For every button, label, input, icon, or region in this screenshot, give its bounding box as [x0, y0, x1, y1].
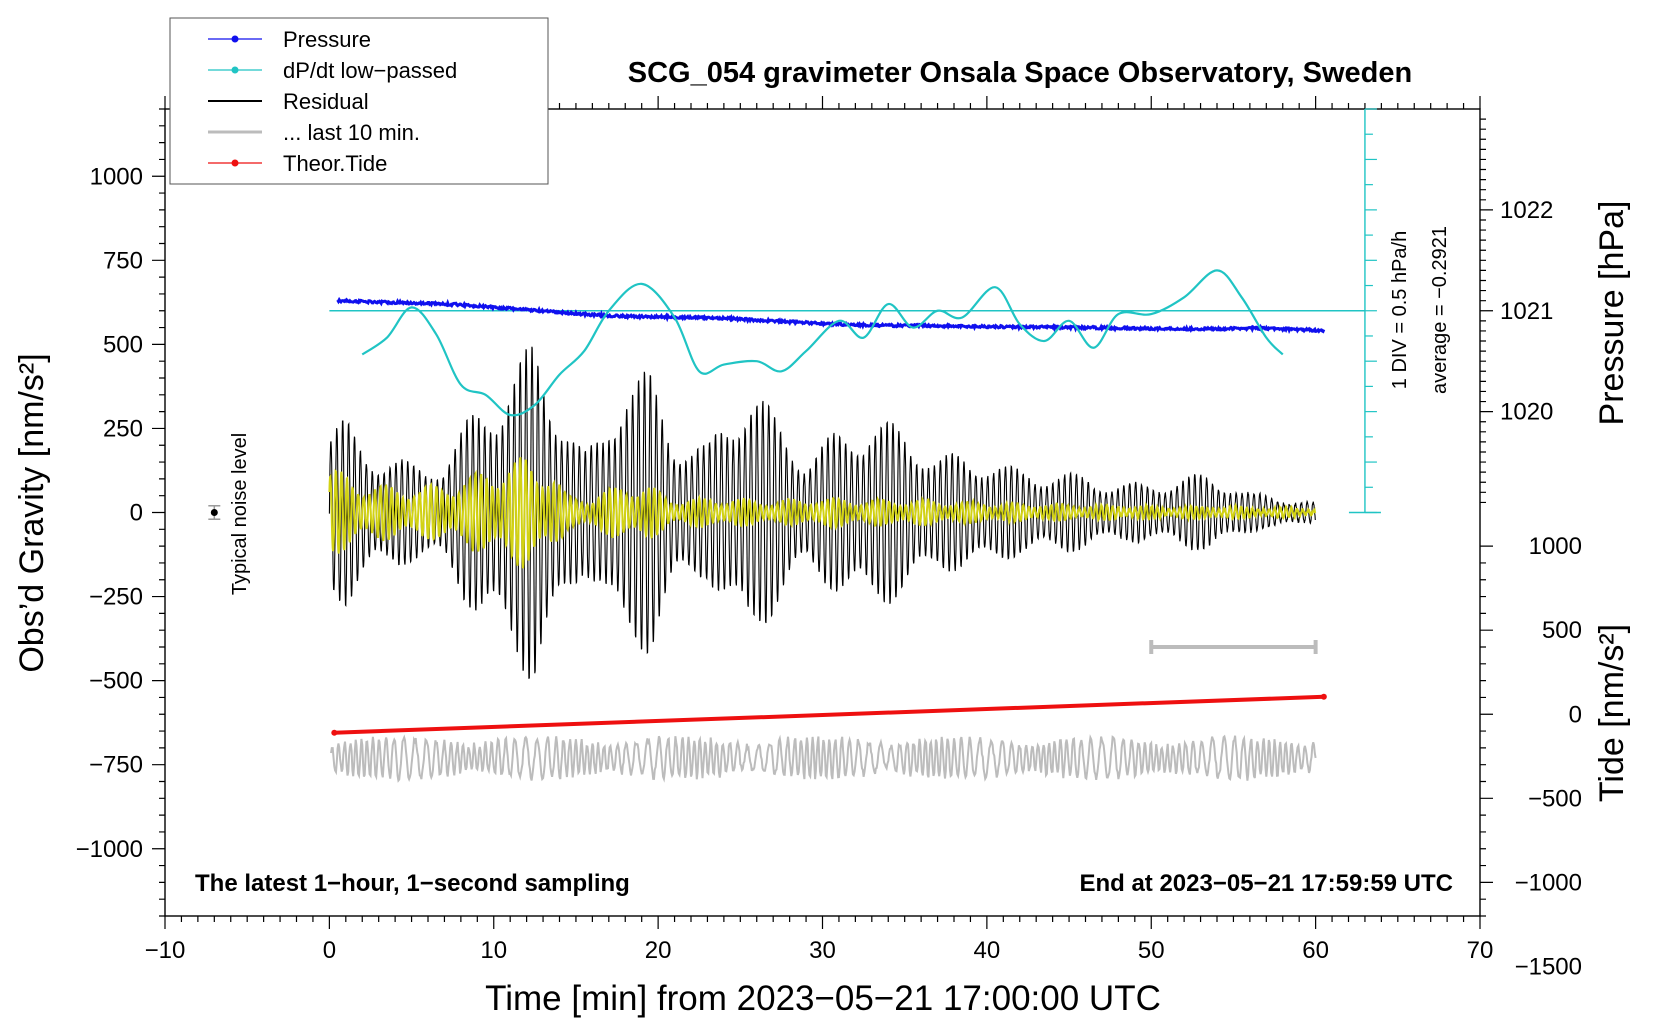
- tide-line: [334, 694, 1324, 735]
- dpdt-div-label: 1 DIV = 0.5 hPa/h: [1389, 231, 1411, 389]
- legend-entry-last10: ... last 10 min.: [208, 120, 420, 145]
- x-tick-label: 60: [1302, 937, 1329, 964]
- x-axis-label: Time [min] from 2023−05−21 17:00:00 UTC: [485, 979, 1161, 1018]
- y-tick-labels: 1000 750 500 250 0 −250 −500 −750 −1000: [76, 163, 143, 863]
- y-tick-label: −750: [89, 752, 143, 779]
- dpdt-scale-bar: [1348, 108, 1381, 514]
- pressure-tick-labels: 1022 1021 1020: [1500, 197, 1553, 426]
- tide-end-point: [1320, 693, 1327, 700]
- x-tick-labels: −10 0 10 20 30 40 50 60 70: [145, 937, 1494, 964]
- end-time-note: End at 2023−05−21 17:59:59 UTC: [1079, 870, 1453, 897]
- legend-entry-pressure: Pressure: [208, 27, 371, 52]
- tide-tick-label: 1000: [1529, 533, 1582, 560]
- legend-label-last10: ... last 10 min.: [283, 120, 420, 145]
- chart-title: SCG_054 gravimeter Onsala Space Observat…: [628, 57, 1412, 89]
- legend-dot-pressure: [231, 35, 239, 43]
- x-tick-label: −10: [145, 937, 186, 964]
- x-tick-label: 0: [323, 937, 336, 964]
- pressure-axis-label: Pressure [hPa]: [1593, 201, 1631, 426]
- legend: Pressure dP/dt low−passed Residual ... l…: [169, 17, 549, 185]
- legend-label-tide: Theor.Tide: [283, 151, 387, 176]
- tide-tick-labels: 1000 500 0 −500 −1000 −1500: [1515, 533, 1582, 980]
- tide-axis-label: Tide [nm/s²]: [1593, 624, 1631, 802]
- legend-entry-tide: Theor.Tide: [208, 151, 387, 176]
- y-tick-label: 750: [103, 247, 143, 274]
- y-tick-label: −1000: [76, 836, 143, 863]
- pressure-tick-label: 1022: [1500, 197, 1553, 224]
- tick-marks: [152, 96, 1493, 929]
- last-10-min-line: [330, 734, 1317, 783]
- tide-start-point: [331, 729, 338, 736]
- residual-line: [328, 346, 1316, 679]
- tide-tick-label: −1500: [1515, 953, 1582, 980]
- pressure-tick-label: 1021: [1500, 298, 1553, 325]
- x-tick-label: 30: [809, 937, 836, 964]
- residual-smoothed-line: [328, 457, 1317, 569]
- y-tick-label: 1000: [90, 163, 143, 190]
- legend-entry-residual: Residual: [208, 89, 369, 114]
- x-tick-label: 40: [974, 937, 1001, 964]
- legend-dot-dpdt: [231, 66, 239, 74]
- tide-tick-label: −1000: [1515, 869, 1582, 896]
- axis-ticks: [152, 96, 1493, 929]
- y-tick-label: 500: [103, 331, 143, 358]
- sampling-note: The latest 1−hour, 1−second sampling: [195, 870, 630, 897]
- y-tick-label: −500: [89, 668, 143, 695]
- legend-label-residual: Residual: [283, 89, 369, 114]
- last-10-min-bar: [1149, 640, 1318, 654]
- tide-tick-label: −500: [1528, 785, 1582, 812]
- tide-tick-label: 0: [1569, 701, 1582, 728]
- y-tick-label: 250: [103, 415, 143, 442]
- noise-level-marker: [208, 505, 221, 520]
- pressure-line: [336, 296, 1326, 335]
- x-tick-label: 20: [645, 937, 672, 964]
- y-tick-label: −250: [89, 584, 143, 611]
- legend-label-pressure: Pressure: [283, 27, 371, 52]
- tide-tick-label: 500: [1542, 617, 1582, 644]
- noise-level-label: Typical noise level: [229, 433, 251, 595]
- x-tick-label: 10: [480, 937, 507, 964]
- legend-entry-dpdt: dP/dt low−passed: [208, 58, 457, 83]
- series-layer: [328, 269, 1365, 783]
- x-tick-label: 50: [1138, 937, 1165, 964]
- noise-point: [210, 509, 218, 516]
- legend-dot-tide: [231, 159, 239, 167]
- y-tick-label: 0: [130, 500, 143, 527]
- legend-label-dpdt: dP/dt low−passed: [283, 58, 457, 83]
- y-axis-label-left: Obs’d Gravity [nm/s²]: [13, 353, 51, 672]
- dpdt-average-label: average = −0.2921: [1429, 226, 1451, 394]
- x-tick-label: 70: [1467, 937, 1494, 964]
- dpdt-line: [361, 269, 1284, 417]
- pressure-tick-label: 1020: [1500, 399, 1553, 426]
